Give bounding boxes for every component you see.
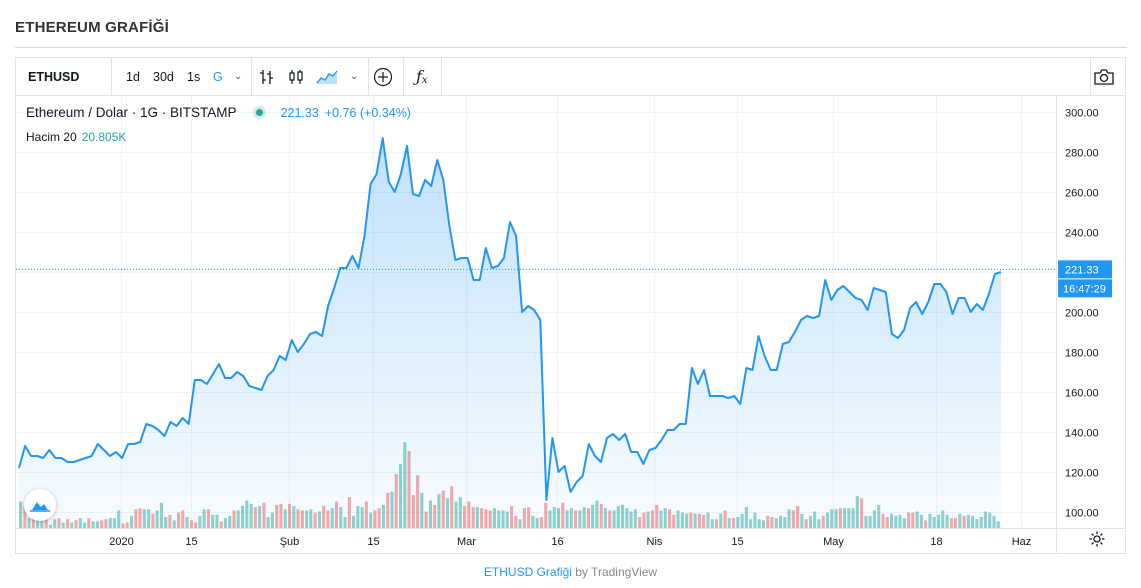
volume-label: Hacim 20 [26,130,77,144]
x-tick-label: Mar [457,536,476,548]
interval-1d[interactable]: 1d [126,69,140,84]
y-tick-label: 160.00 [1065,388,1099,400]
axes: 100.00120.00140.00160.00180.00200.00220.… [16,96,1125,553]
toolbar-divider [111,58,112,95]
countdown-label: 16:47:29 [1063,283,1106,295]
countdown-badge [1058,279,1112,298]
y-tick-label: 100.00 [1065,508,1099,520]
y-tick-label: 200.00 [1065,308,1099,320]
tradingview-logo[interactable] [24,489,56,521]
title-divider [15,47,1127,48]
x-tick-label: May [823,536,844,548]
toolbar-divider [403,58,404,95]
footer-by: by TradingView [575,565,658,579]
price-chart[interactable]: 100.00120.00140.00160.00180.00200.00220.… [16,96,1125,553]
legend-price: 221.33 [280,105,319,120]
candles-icon[interactable] [287,58,305,95]
legend-title: Ethereum / Dolar · 1G · BITSTAMP [26,105,237,120]
chevron-down-icon[interactable]: ⌄ [234,71,243,82]
price-area [16,137,1056,528]
x-tick-label: 16 [551,536,563,548]
x-tick-label: 18 [930,536,942,548]
toolbar-divider [251,58,252,95]
compare-add-icon[interactable] [373,58,393,95]
price-line [18,137,1002,501]
x-tick-label: Şub [280,536,300,548]
y-tick-label: 300.00 [1065,108,1099,120]
symbol-search[interactable]: ETHUSD [28,69,80,84]
chevron-down-icon[interactable]: ⌄ [350,71,359,82]
last-price-badge [1058,260,1112,279]
settings-gear-icon[interactable] [1088,530,1106,548]
interval-30d[interactable]: 30d [153,69,174,84]
price-area-fill [19,138,1001,528]
interval-g[interactable]: G [213,69,223,84]
y-tick-label: 180.00 [1065,348,1099,360]
x-tick-label: 2020 [109,536,133,548]
y-tick-label: 280.00 [1065,148,1099,160]
toolbar-divider [1090,58,1091,95]
y-tick-label: 240.00 [1065,228,1099,240]
bar-chart-icon[interactable] [258,58,276,95]
last-price-label: 221.33 [1065,264,1099,276]
y-tick-label: 260.00 [1065,188,1099,200]
y-tick-label: 120.00 [1065,468,1099,480]
volume-legend: Hacim 20 20.805K [26,130,126,144]
x-tick-label: Nis [647,536,663,548]
market-status-icon [255,109,263,116]
camera-icon[interactable] [1093,58,1115,95]
footer: ETHUSD Grafiği by TradingView [0,565,1141,579]
toolbar-divider [441,58,442,95]
interval-1s[interactable]: 1s [187,69,201,84]
legend-change: +0.76 (+0.34%) [324,105,411,120]
x-tick-label: 15 [185,536,197,548]
y-tick-label: 140.00 [1065,428,1099,440]
x-tick-label: Haz [1012,536,1032,548]
area-chart-icon[interactable] [316,58,338,95]
x-tick-label: 15 [731,536,743,548]
x-tick-label: 15 [367,536,379,548]
volume-value: 20.805K [81,130,127,144]
footer-link[interactable]: ETHUSD Grafiği [483,565,572,579]
toolbar-divider [368,58,369,95]
page-title: ETHEREUM GRAFİĞİ [15,19,170,36]
chart-legend: Ethereum / Dolar · 1G · BITSTAMP 221.33 … [26,105,411,120]
